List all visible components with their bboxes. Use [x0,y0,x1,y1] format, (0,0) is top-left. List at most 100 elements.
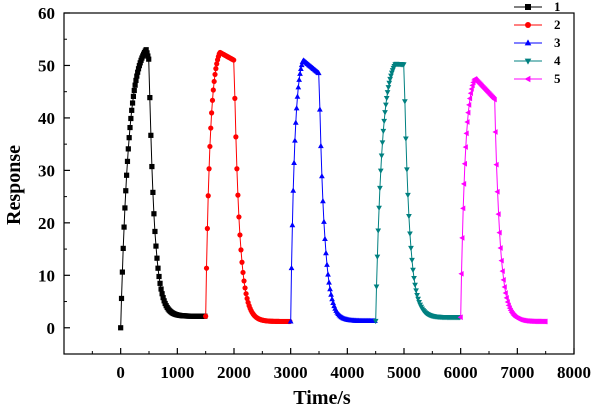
data-point [500,276,506,283]
data-point [322,235,328,242]
data-point [462,144,468,150]
data-point [204,225,210,232]
y-tick-label: 0 [47,319,56,338]
data-point [214,61,220,67]
data-point [316,106,323,112]
series-layer [118,47,548,331]
x-tick-label: 8000 [557,363,591,382]
data-point [542,318,548,325]
y-tick-label: 20 [38,214,55,233]
data-point [296,76,303,82]
data-point [376,205,382,211]
legend-item-1: 1 [514,0,561,14]
data-point [409,257,415,264]
data-point [232,95,238,101]
data-point [124,172,130,178]
data-point [153,243,159,249]
data-point [122,205,128,211]
data-point [463,130,469,137]
data-point [125,146,131,152]
data-point [496,229,502,236]
data-point [131,87,137,94]
data-point [238,247,244,253]
series-3 [287,57,378,324]
data-point [405,192,411,199]
data-point [318,142,324,149]
data-point [382,110,388,116]
data-point [213,66,219,72]
data-point [400,62,407,68]
data-point [381,118,388,125]
data-point [234,166,240,172]
data-point [289,222,296,228]
data-point [298,65,304,72]
data-point [149,163,155,170]
data-point [155,265,161,271]
data-point [377,168,384,174]
data-point [497,245,503,251]
data-point [404,167,410,173]
data-point [326,279,332,285]
legend-marker [524,75,531,83]
data-point [467,90,473,97]
data-point [499,268,505,275]
data-point [132,82,138,88]
data-point [120,245,126,251]
data-point [493,161,499,168]
data-point [458,270,464,277]
data-point [211,78,217,85]
data-point [498,257,504,264]
data-point [491,96,497,103]
x-axis-title: Time/s [293,387,351,409]
data-point [288,264,295,271]
legend: 1 2 3 4 5 [514,0,561,86]
data-point [466,102,472,108]
data-point [118,325,124,331]
data-point [295,84,302,90]
data-point [126,135,132,141]
data-point [210,87,216,93]
data-point [324,261,330,267]
data-point [319,173,325,179]
data-point [287,318,294,324]
x-tick-label: 2000 [217,363,251,382]
data-point [129,100,136,106]
data-point [212,71,218,78]
x-tick-label: 6000 [444,363,478,382]
data-point [378,153,385,159]
data-point [406,214,412,220]
data-point [297,70,303,76]
y-tick-label: 50 [38,56,55,75]
legend-marker [525,22,531,28]
series-2 [203,49,293,325]
data-point [129,107,135,113]
data-point [290,187,297,193]
series-line [375,63,460,321]
data-point [151,211,157,217]
data-point [128,115,134,122]
data-point [504,299,510,305]
series-5 [457,76,548,325]
data-point [154,255,160,261]
data-point [411,275,417,282]
data-point [298,61,305,68]
data-point [494,188,500,195]
data-point [209,110,215,116]
series-line [290,59,375,322]
data-point [209,97,216,103]
data-point [133,77,139,84]
data-point [380,128,387,135]
data-point [242,285,248,291]
data-point [384,90,391,96]
data-point [464,119,470,125]
data-point [377,185,383,192]
y-tick-label: 30 [38,161,55,180]
data-point [130,93,137,100]
legend-item-3: 3 [514,35,561,50]
data-point [158,286,164,292]
data-point [294,93,301,99]
data-point [124,158,131,164]
data-point [374,254,381,260]
